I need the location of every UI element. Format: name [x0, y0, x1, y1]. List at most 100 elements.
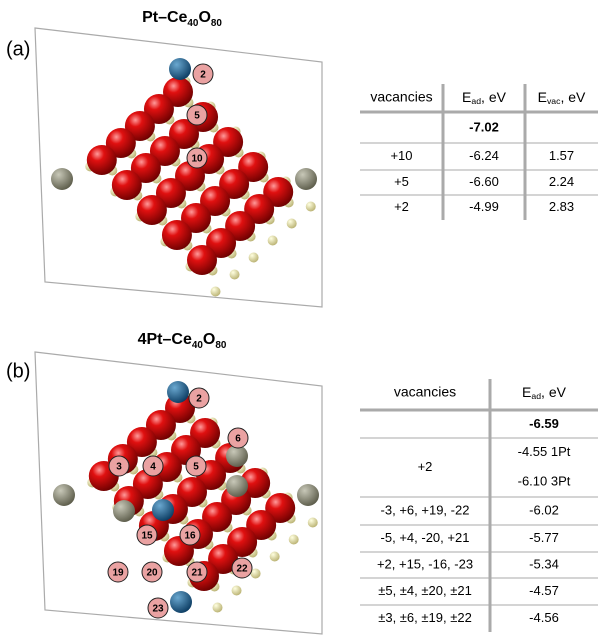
atom-label-marker — [231, 557, 253, 579]
table-cell: +5 — [394, 174, 409, 189]
text-part: E — [462, 89, 471, 105]
pt-cluster-atom — [152, 499, 174, 521]
atom-label: 10 — [191, 154, 203, 165]
table-header: vacancies — [394, 384, 456, 400]
atom-label-marker — [192, 63, 214, 85]
atom-label-marker — [136, 524, 158, 546]
atom-label-marker — [185, 455, 207, 477]
pt-cluster-atom — [167, 381, 189, 403]
ce-atom — [231, 585, 242, 596]
text-part: , eV — [481, 89, 507, 105]
text-part: Pt–Ce — [142, 9, 187, 26]
ce-atom — [210, 286, 221, 297]
atom-label-marker — [188, 387, 210, 409]
ce-atom — [307, 517, 318, 528]
atom-label: 5 — [194, 111, 200, 122]
atom-label: 3 — [116, 462, 122, 473]
atom-label: 4 — [150, 462, 156, 473]
ce-atom — [269, 551, 280, 562]
o-atom — [136, 195, 167, 225]
pt-atom — [226, 475, 248, 497]
table-cell: 2.83 — [549, 199, 574, 214]
atom-label: 2 — [200, 70, 206, 81]
atom-label-marker — [186, 104, 208, 126]
table-cell: -6.24 — [469, 148, 499, 163]
table-cell: -4.99 — [469, 199, 499, 214]
molecule — [53, 381, 319, 613]
table-cell: -4.55 1Pt — [518, 444, 571, 459]
o-atom — [86, 145, 117, 175]
atom-label: 15 — [141, 531, 153, 542]
table-cell: -6.10 3Pt — [518, 474, 571, 489]
ce-atom — [248, 252, 259, 263]
atom-label: 20 — [146, 568, 158, 579]
pt-atom — [113, 500, 135, 522]
subscripted-text: Evac, eV — [538, 89, 586, 107]
table-cell: 1.57 — [549, 148, 574, 163]
plane-frame — [34, 351, 323, 635]
table-cell: ±3, ±6, ±19, ±22 — [378, 610, 472, 625]
atom-label: 2 — [196, 394, 202, 405]
text-part: O — [203, 331, 215, 348]
text-part: , eV — [560, 89, 586, 105]
ce-atom — [305, 201, 316, 212]
atom-label-marker — [186, 147, 208, 169]
panel-label: (a) — [6, 38, 30, 60]
subscripted-text: Pt–Ce40O80 — [142, 9, 222, 28]
pt-cluster-atom — [169, 58, 191, 80]
table-cell: +2 — [394, 199, 409, 214]
text-part: E — [538, 89, 547, 105]
table-cell: 2.24 — [549, 174, 574, 189]
table-cell: +10 — [390, 148, 412, 163]
ce-atom — [288, 534, 299, 545]
subscript: 80 — [211, 17, 223, 28]
ce-atom — [267, 235, 278, 246]
pt-atom — [53, 484, 75, 506]
subscripted-text: 4Pt–Ce40O80 — [138, 331, 227, 350]
atom-label-marker — [108, 455, 130, 477]
subscripted-text: Ead, eV — [462, 89, 507, 107]
atom-label-marker — [186, 561, 208, 583]
pt-cluster-atom — [170, 591, 192, 613]
plane-frame — [34, 27, 323, 308]
atom-label: 22 — [236, 564, 248, 575]
subscript: vac — [547, 96, 561, 106]
atom-label-marker — [141, 561, 163, 583]
pt-atom — [295, 168, 317, 190]
atom-label: 23 — [152, 604, 164, 615]
table-cell: -4.57 — [529, 583, 559, 598]
table-cell: -5, +4, -20, +21 — [381, 530, 470, 545]
table-cell: +2, +15, -16, -23 — [377, 556, 473, 571]
atom-label: 19 — [112, 568, 124, 579]
table-cell: -7.02 — [469, 119, 499, 134]
table-header: vacancies — [370, 89, 432, 105]
atom-label-marker — [227, 427, 249, 449]
atom-label-marker — [179, 524, 201, 546]
atom-label: 6 — [235, 434, 241, 445]
atom-label: 16 — [184, 531, 196, 542]
text-part: , eV — [541, 384, 567, 400]
table-cell: -6.60 — [469, 174, 499, 189]
molecule — [51, 58, 317, 297]
table-cell: -3, +6, +19, -22 — [381, 502, 470, 517]
atom-label-marker — [147, 597, 169, 619]
text-part: 4Pt–Ce — [138, 331, 192, 348]
atom-label-marker — [142, 455, 164, 477]
table-cell: -6.02 — [529, 502, 559, 517]
text-part: O — [198, 9, 210, 26]
ce-atom — [250, 568, 261, 579]
pt-atom — [297, 484, 319, 506]
panel-label: (b) — [6, 360, 30, 382]
ce-atom — [229, 269, 240, 280]
pt-atom — [51, 168, 73, 190]
pt-atom — [226, 445, 248, 467]
table-cell: ±5, ±4, ±20, ±21 — [378, 583, 472, 598]
atom-label-marker — [107, 561, 129, 583]
subscript: ad — [471, 96, 481, 106]
ce-atom — [286, 218, 297, 229]
o-atom — [161, 220, 192, 250]
table-cell: +2 — [418, 459, 433, 474]
table-cell: -6.59 — [529, 416, 559, 431]
subscript: 80 — [215, 339, 227, 350]
